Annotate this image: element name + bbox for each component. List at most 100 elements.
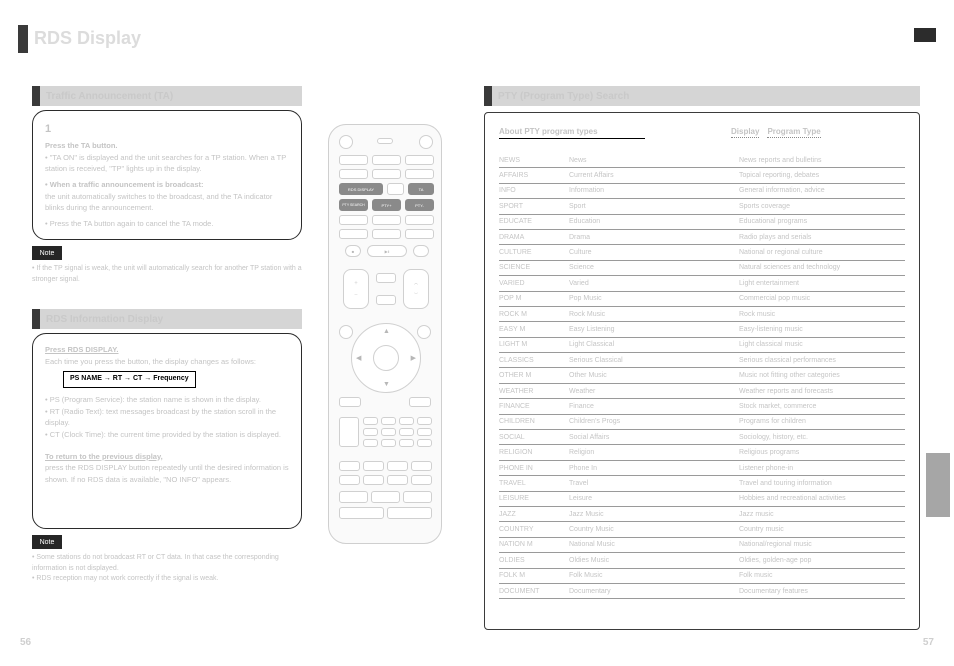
pty-type: Travel (569, 480, 739, 487)
pty-search-button[interactable]: PTY SEARCH (339, 199, 368, 211)
pty-desc: Programs for children (739, 418, 905, 425)
remote-btn[interactable] (376, 295, 396, 305)
remote-btn[interactable] (405, 169, 434, 179)
pty-box: About PTY program types Display Program … (484, 112, 920, 630)
remote-small-circle[interactable] (339, 325, 353, 339)
table-row: PHONE INPhone InListener phone-in (499, 461, 905, 476)
dpad-down-icon: ▼ (383, 381, 390, 388)
table-row: LEISURELeisureHobbies and recreational a… (499, 492, 905, 507)
pty-type: Varied (569, 280, 739, 287)
table-row: NATION MNational MusicNational/regional … (499, 538, 905, 553)
remote-btn[interactable] (372, 155, 401, 165)
remote-btn[interactable] (387, 461, 408, 471)
remote-btn[interactable] (339, 507, 384, 519)
remote-btn[interactable] (405, 229, 434, 239)
remote-btn[interactable] (363, 417, 378, 425)
remote-btn[interactable] (339, 215, 368, 225)
table-row: LIGHT MLight ClassicalLight classical mu… (499, 338, 905, 353)
remote-btn[interactable] (387, 507, 432, 519)
table-row: NEWSNewsNews reports and bulletins (499, 153, 905, 168)
pty-type: Other Music (569, 372, 739, 379)
remote-btn[interactable] (417, 428, 432, 436)
remote-btn[interactable] (371, 491, 400, 503)
pty-code: TRAVEL (499, 480, 569, 487)
pty-desc: Light entertainment (739, 280, 905, 287)
remote-btn[interactable] (372, 169, 401, 179)
remote-btn[interactable] (411, 475, 432, 485)
pty-desc: Jazz music (739, 511, 905, 518)
pty-type: Sport (569, 203, 739, 210)
pty-minus-button[interactable]: PTY- (405, 199, 434, 211)
remote-btn[interactable] (405, 215, 434, 225)
volume-rocker[interactable]: ＋ － (343, 269, 369, 309)
remote-btn[interactable] (339, 169, 368, 179)
remote-btn[interactable] (381, 428, 396, 436)
mute-button[interactable] (409, 397, 431, 407)
remote-btn[interactable] (387, 475, 408, 485)
dpad-center-button[interactable] (373, 345, 399, 371)
tuning-rocker[interactable]: ︿ ﹀ (403, 269, 429, 309)
remote-btn[interactable] (411, 461, 432, 471)
remote-btn[interactable] (372, 229, 401, 239)
remote-btn[interactable] (417, 439, 432, 447)
remote-top-right[interactable] (419, 135, 433, 149)
return-button[interactable] (339, 397, 361, 407)
remote-btn[interactable] (363, 475, 384, 485)
play-pause-button[interactable]: ▶‖ (367, 245, 407, 257)
section-b-ct: • CT (Clock Time): the current time prov… (45, 429, 289, 441)
pty-type: Children's Progs (569, 418, 739, 425)
remote-btn[interactable] (339, 229, 368, 239)
pty-code: NEWS (499, 157, 569, 164)
remote-btn[interactable] (372, 215, 401, 225)
remote-btn[interactable] (363, 428, 378, 436)
pty-col-display: Display (731, 127, 759, 138)
pty-type: Finance (569, 403, 739, 410)
section-b-box: Press RDS DISPLAY. Each time you press t… (32, 333, 302, 529)
pty-plus-button[interactable]: PTY+ (372, 199, 401, 211)
remote-btn[interactable] (399, 439, 414, 447)
pty-code: DRAMA (499, 234, 569, 241)
remote-btn[interactable] (339, 155, 368, 165)
remote-row-7 (339, 229, 434, 239)
remote-bottom-row-d (339, 507, 432, 519)
remote-btn[interactable] (403, 491, 432, 503)
table-row: SPORTSportSports coverage (499, 199, 905, 214)
remote-top-row (339, 135, 433, 149)
power-icon[interactable] (339, 135, 353, 149)
seq-text: PS NAME → RT → CT → Frequency (70, 375, 189, 382)
table-row: CULTURECultureNational or regional cultu… (499, 245, 905, 260)
remote-btn[interactable] (387, 183, 404, 195)
table-row: POP MPop MusicCommercial pop music (499, 292, 905, 307)
pty-desc: National/regional music (739, 541, 905, 548)
pty-type: Social Affairs (569, 434, 739, 441)
remote-top-mid[interactable] (377, 138, 393, 144)
remote-btn[interactable] (399, 428, 414, 436)
stop-button[interactable]: ■ (345, 245, 361, 257)
remote-btn[interactable] (339, 491, 368, 503)
remote-small-circle[interactable] (417, 325, 431, 339)
remote-btn[interactable] (363, 439, 378, 447)
pty-type: Light Classical (569, 341, 739, 348)
table-row: SCIENCEScienceNatural sciences and techn… (499, 261, 905, 276)
remote-row-3 (339, 169, 434, 179)
remote-btn[interactable] (399, 417, 414, 425)
pty-col-headers: Display Program Type (731, 127, 821, 138)
remote-btn[interactable] (363, 461, 384, 471)
remote-btn[interactable] (339, 475, 360, 485)
remote-btn[interactable] (339, 461, 360, 471)
remote-btn[interactable] (405, 155, 434, 165)
pty-desc: Religious programs (739, 449, 905, 456)
pty-code: WEATHER (499, 388, 569, 395)
remote-btn[interactable] (376, 273, 396, 283)
ta-button[interactable]: TA (408, 183, 434, 195)
skip-button[interactable] (413, 245, 429, 257)
table-row: DRAMADramaRadio plays and serials (499, 230, 905, 245)
remote-btn[interactable] (381, 417, 396, 425)
remote-btn[interactable] (417, 417, 432, 425)
remote-btn[interactable] (339, 417, 359, 447)
pty-desc: Stock market, commerce (739, 403, 905, 410)
remote-btn[interactable] (381, 439, 396, 447)
pty-code: VARIED (499, 280, 569, 287)
dpad-ring[interactable]: ▲ ▼ ◀ ▶ (351, 323, 421, 393)
rds-display-button[interactable]: RDS DISPLAY (339, 183, 383, 195)
